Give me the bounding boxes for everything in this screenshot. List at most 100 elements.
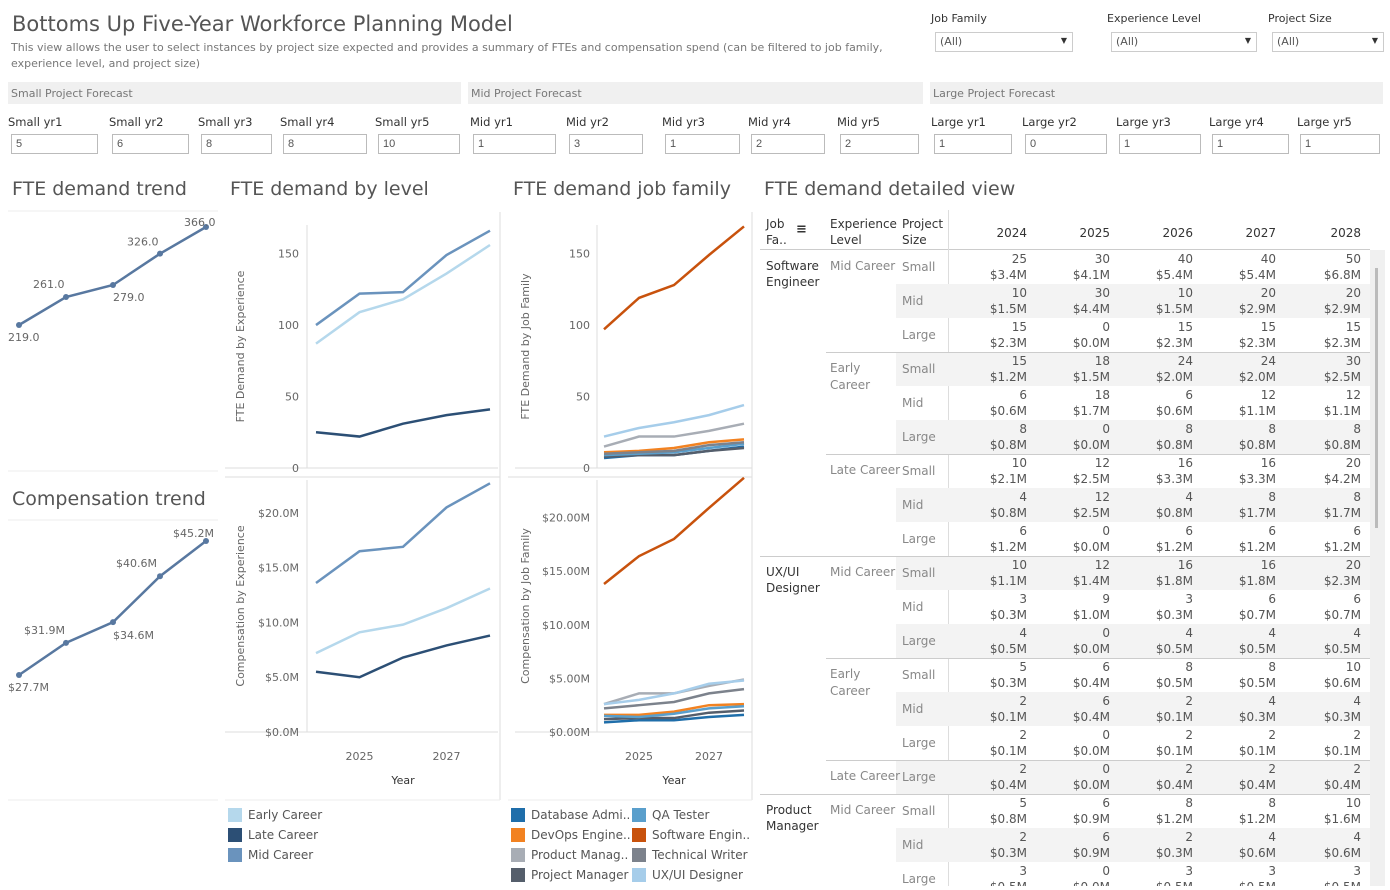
table-row[interactable]: Small 25 $3.4M 30 $4.1M 40 $5.4M 40 $5.4M 50 $6.8M: [760, 250, 1370, 284]
param-input[interactable]: [665, 134, 740, 154]
param-input[interactable]: [473, 134, 556, 154]
data-point[interactable]: [16, 321, 22, 328]
series-line-mid-career[interactable]: [315, 482, 491, 585]
series-line-qa-tester[interactable]: [603, 442, 745, 457]
table-row[interactable]: Small 5 $0.3M 6 $0.4M 8 $0.5M 8 $0.5M 10 $0.6M: [760, 658, 1370, 692]
series-line-project-manager[interactable]: [603, 709, 745, 721]
table-row[interactable]: Large 15 $2.3M 0 $0.0M 15 $2.3M 15 $2.3M 15 $2.3M: [760, 318, 1370, 352]
legend-item[interactable]: Project Manager: [511, 868, 628, 882]
data-point[interactable]: [110, 619, 116, 626]
data-point[interactable]: [63, 639, 69, 646]
legend-item[interactable]: QA Tester: [632, 808, 709, 822]
table-row[interactable]: Large 4 $0.5M 0 $0.0M 4 $0.5M 4 $0.5M 4 $0.5M: [760, 624, 1370, 658]
fte-value: 0: [1102, 728, 1110, 742]
table-row[interactable]: Mid 2 $0.3M 6 $0.9M 2 $0.3M 4 $0.6M 4 $0.6M: [760, 828, 1370, 862]
table-row[interactable]: Small 10 $2.1M 12 $2.5M 16 $3.3M 16 $3.3M 20 $4.2M: [760, 454, 1370, 488]
series-line-devops-engine-[interactable]: [604, 702, 745, 717]
table-row[interactable]: Small 10 $1.1M 12 $1.4M 16 $1.8M 16 $1.8M 20 $2.3M: [760, 556, 1370, 590]
data-point[interactable]: [110, 281, 116, 288]
series-line-mid-career[interactable]: [315, 229, 491, 327]
legend-item[interactable]: Late Career: [228, 828, 318, 842]
param-input[interactable]: [112, 134, 189, 154]
fte-value: 50: [1345, 252, 1361, 266]
param-input[interactable]: [840, 134, 919, 154]
header-year: 2025: [1079, 226, 1110, 240]
table-row[interactable]: Mid 3 $0.3M 9 $1.0M 3 $0.3M 6 $0.7M 6 $0.7M: [760, 590, 1370, 624]
series-line-software-engin-[interactable]: [603, 476, 745, 585]
series-line-database-admi-[interactable]: [603, 713, 745, 724]
header-job-family[interactable]: Job Fa..: [766, 217, 787, 247]
fte-value: 15: [1260, 320, 1276, 334]
data-point[interactable]: [157, 250, 163, 257]
series-line-qa-tester[interactable]: [603, 705, 745, 719]
filter-dropdown[interactable]: (All) ▼: [1111, 32, 1257, 52]
data-point[interactable]: [203, 223, 209, 230]
series-line-early-career[interactable]: [315, 243, 491, 345]
param-input[interactable]: [11, 134, 98, 154]
table-row[interactable]: Mid 10 $1.5M 30 $4.4M 10 $1.5M 20 $2.9M 20 $2.9M: [760, 284, 1370, 318]
filter-dropdown[interactable]: (All) ▼: [1272, 32, 1384, 52]
param-input[interactable]: [201, 134, 272, 154]
param-input[interactable]: [751, 134, 825, 154]
param-input[interactable]: [934, 134, 1012, 154]
table-row[interactable]: Large 6 $1.2M 0 $0.0M 6 $1.2M 6 $1.2M 6 $1.2M: [760, 522, 1370, 556]
table-scrollbar-thumb[interactable]: [1375, 268, 1378, 528]
legend-item[interactable]: Database Admi..: [511, 808, 630, 822]
legend-item[interactable]: Product Manag..: [511, 848, 628, 862]
series-line-late-career[interactable]: [315, 634, 491, 679]
legend-item[interactable]: Technical Writer: [632, 848, 748, 862]
table-row[interactable]: Large 2 $0.4M 0 $0.0M 2 $0.4M 2 $0.4M 2 $0.4M: [760, 760, 1370, 794]
table-scrollbar-track[interactable]: [1370, 250, 1385, 886]
table-cell: 50 $6.8M: [1281, 251, 1361, 283]
series-line-technical-writer[interactable]: [603, 441, 745, 455]
data-point[interactable]: [63, 293, 69, 300]
param-label: Mid yr3: [662, 115, 705, 129]
param-input[interactable]: [569, 134, 643, 154]
legend-item[interactable]: Software Engin..: [632, 828, 750, 842]
table-row[interactable]: Small 15 $1.2M 18 $1.5M 24 $2.0M 24 $2.0M 30 $2.5M: [760, 352, 1370, 386]
data-point[interactable]: [16, 672, 22, 679]
series-line-ux-ui-designer[interactable]: [603, 679, 745, 706]
param-input[interactable]: [1212, 134, 1289, 154]
fte-value: 8: [1185, 660, 1193, 674]
series-line-product-manag-[interactable]: [603, 422, 745, 448]
table-cell: 2 $0.4M: [1113, 761, 1193, 793]
table-row[interactable]: Small 5 $0.8M 6 $0.9M 8 $1.2M 8 $1.2M 10 $1.6M: [760, 794, 1370, 828]
legend-item[interactable]: Mid Career: [228, 848, 313, 862]
comp-value: $0.0M: [1072, 744, 1110, 758]
table-row[interactable]: Large 8 $0.8M 0 $0.0M 8 $0.8M 8 $0.8M 8 $0.8M: [760, 420, 1370, 454]
series-line-devops-engine-[interactable]: [603, 438, 745, 454]
data-point[interactable]: [203, 537, 209, 544]
comp-value: $0.3M: [1155, 846, 1193, 860]
series-line-project-manager[interactable]: [603, 446, 745, 458]
series-line-late-career[interactable]: [315, 408, 491, 438]
table-cell: 18 $1.5M: [1030, 353, 1110, 385]
series-line-ux-ui-designer[interactable]: [603, 403, 745, 438]
data-label: 261.0: [33, 278, 65, 291]
table-cell: 20 $4.2M: [1281, 455, 1361, 487]
comp-value: $1.2M: [1238, 540, 1276, 554]
legend-item[interactable]: UX/UI Designer: [632, 868, 743, 882]
param-input[interactable]: [1300, 134, 1380, 154]
comp-value: $2.0M: [1155, 370, 1193, 384]
table-cell: 6 $0.9M: [1030, 795, 1110, 827]
param-input[interactable]: [1025, 134, 1107, 154]
filter-label: Experience Level: [1107, 12, 1201, 25]
y-tick-label: 50: [576, 391, 590, 404]
table-row[interactable]: Large 2 $0.1M 0 $0.0M 2 $0.1M 2 $0.1M 2 $0.1M: [760, 726, 1370, 760]
param-input[interactable]: [1119, 134, 1201, 154]
param-input[interactable]: [283, 134, 367, 154]
table-row[interactable]: Mid 2 $0.1M 6 $0.4M 2 $0.1M 4 $0.3M 4 $0.3M: [760, 692, 1370, 726]
filter-dropdown[interactable]: (All) ▼: [935, 32, 1073, 52]
table-row[interactable]: Mid 6 $0.6M 18 $1.7M 6 $0.6M 12 $1.1M 12 $1.1M: [760, 386, 1370, 420]
legend-item[interactable]: Early Career: [228, 808, 322, 822]
param-input[interactable]: [378, 134, 460, 154]
series-line-software-engin-[interactable]: [603, 225, 745, 331]
sort-icon[interactable]: ≡: [796, 222, 807, 237]
table-row[interactable]: Mid 4 $0.8M 12 $2.5M 4 $0.8M 8 $1.7M 8 $1.7M: [760, 488, 1370, 522]
series-line-early-career[interactable]: [315, 587, 491, 655]
series-line-technical-writer[interactable]: [603, 687, 745, 710]
data-point[interactable]: [157, 573, 163, 580]
legend-item[interactable]: DevOps Engine..: [511, 828, 631, 842]
